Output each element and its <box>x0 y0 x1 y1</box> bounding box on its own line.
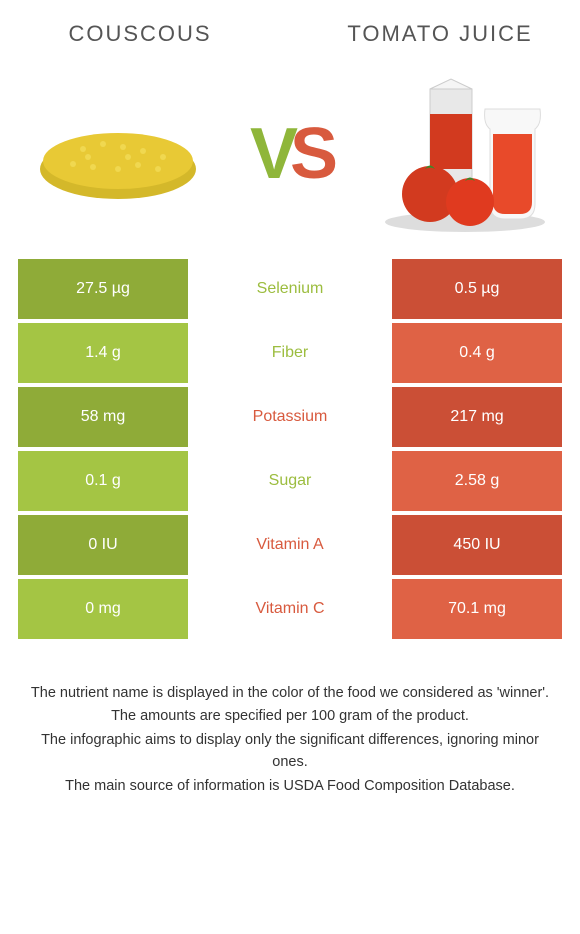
footer-line: The nutrient name is displayed in the co… <box>30 683 550 705</box>
vs-v: V <box>250 114 290 194</box>
footer-line: The main source of information is USDA F… <box>30 776 550 798</box>
right-food-title: TOMATO JUICE <box>340 20 540 49</box>
table-row: 0.1 gSugar2.58 g <box>18 451 562 511</box>
nutrient-name: Fiber <box>188 323 392 383</box>
left-value: 58 mg <box>18 387 188 447</box>
vs-label: VS <box>220 113 360 195</box>
right-value: 450 IU <box>392 515 562 575</box>
table-row: 1.4 gFiber0.4 g <box>18 323 562 383</box>
header: COUSCOUS TOMATO JUICE <box>0 0 580 59</box>
left-value: 0.1 g <box>18 451 188 511</box>
right-value: 70.1 mg <box>392 579 562 639</box>
table-row: 58 mgPotassium217 mg <box>18 387 562 447</box>
table-row: 0 mgVitamin C70.1 mg <box>18 579 562 639</box>
footer-line: The amounts are specified per 100 gram o… <box>30 706 550 728</box>
right-value: 217 mg <box>392 387 562 447</box>
right-value: 2.58 g <box>392 451 562 511</box>
right-value: 0.4 g <box>392 323 562 383</box>
nutrient-name: Vitamin A <box>188 515 392 575</box>
left-value: 0 IU <box>18 515 188 575</box>
nutrient-name: Sugar <box>188 451 392 511</box>
left-value: 0 mg <box>18 579 188 639</box>
right-title-wrap: TOMATO JUICE <box>340 20 540 49</box>
left-title-wrap: COUSCOUS <box>40 20 240 49</box>
vs-s: S <box>290 114 330 194</box>
images-row: VS <box>0 59 580 259</box>
nutrient-name: Potassium <box>188 387 392 447</box>
right-food-image <box>375 84 550 224</box>
left-food-image <box>30 84 205 224</box>
footer-line: The infographic aims to display only the… <box>30 730 550 774</box>
right-value: 0.5 µg <box>392 259 562 319</box>
table-row: 0 IUVitamin A450 IU <box>18 515 562 575</box>
left-food-title: COUSCOUS <box>40 20 240 49</box>
footer-notes: The nutrient name is displayed in the co… <box>0 643 580 798</box>
nutrient-table: 27.5 µgSelenium0.5 µg1.4 gFiber0.4 g58 m… <box>0 259 580 639</box>
nutrient-name: Selenium <box>188 259 392 319</box>
nutrient-name: Vitamin C <box>188 579 392 639</box>
left-value: 1.4 g <box>18 323 188 383</box>
left-value: 27.5 µg <box>18 259 188 319</box>
table-row: 27.5 µgSelenium0.5 µg <box>18 259 562 319</box>
